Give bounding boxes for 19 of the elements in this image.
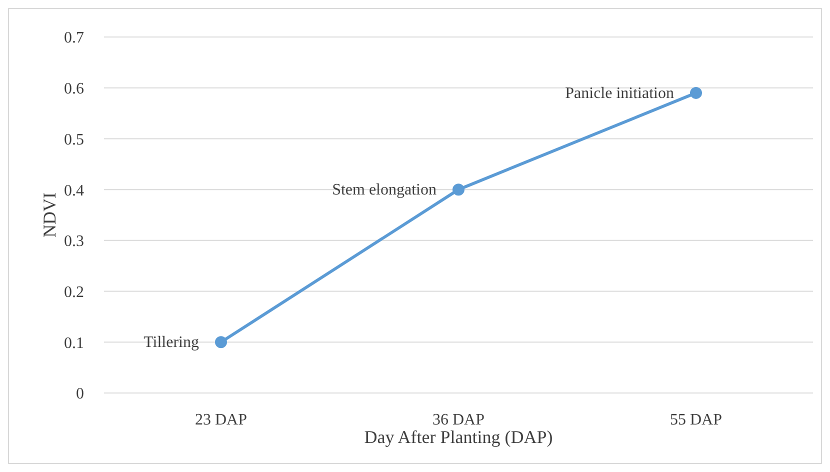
y-tick-label: 0.6 <box>64 80 84 98</box>
y-tick-label: 0.1 <box>64 334 84 352</box>
x-tick-label: 23 DAP <box>194 411 248 428</box>
point <box>690 86 702 99</box>
y-tick-label: 0.4 <box>64 182 84 200</box>
annotation: Tillering <box>144 334 199 352</box>
y-tick-label: 0.7 <box>64 30 84 47</box>
annotation: Stem elongation <box>332 182 436 199</box>
point <box>215 336 227 348</box>
annotation: Panicle initiation <box>565 84 674 102</box>
y-axis-title: NDVI <box>39 192 60 238</box>
y-tick-label: 0 <box>76 386 84 403</box>
y-tick-label: 0.5 <box>64 131 84 148</box>
y-tick-label: 0.3 <box>64 233 84 250</box>
point <box>452 184 464 196</box>
y-tick-label: 0.2 <box>64 284 84 301</box>
x-tick-label: 36 DAP <box>432 411 485 428</box>
x-axis-title: Day After Planting (DAP) <box>364 427 553 447</box>
x-tick-label: 55 DAP <box>670 411 722 428</box>
